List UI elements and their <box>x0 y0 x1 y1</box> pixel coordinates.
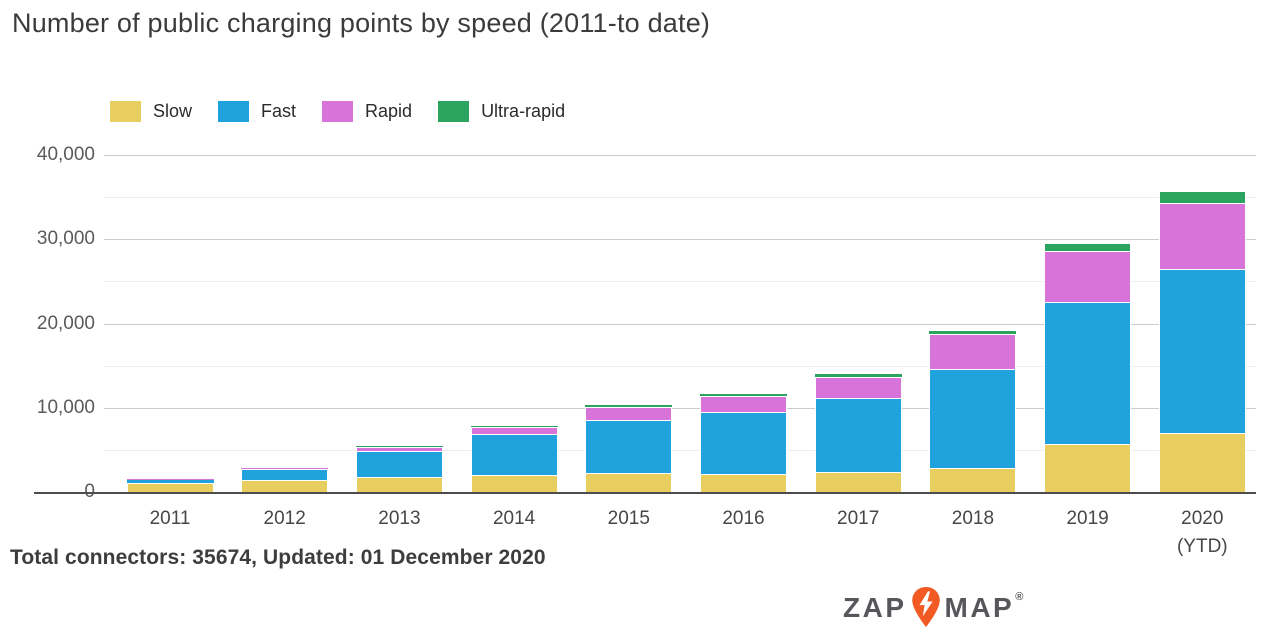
legend-label: Fast <box>261 101 297 121</box>
bar-segment-ultra-rapid-2017[interactable] <box>814 373 902 377</box>
legend-label: Rapid <box>365 101 413 121</box>
bar-segment-rapid-2020[interactable] <box>1158 203 1246 269</box>
footer-note: Total connectors: 35674, Updated: 01 Dec… <box>10 546 546 569</box>
major-gridline <box>104 407 1256 409</box>
bar-segment-fast-2020[interactable] <box>1158 268 1246 434</box>
major-gridline <box>104 155 1256 156</box>
x-axis-tick-label: 2015 <box>607 508 650 529</box>
bar-segment-rapid-2019[interactable] <box>1044 251 1132 303</box>
legend-item-rapid: Rapid <box>322 101 412 122</box>
x-axis-tick-label: 2018 <box>951 508 995 529</box>
legend-item-fast: Fast <box>218 101 296 122</box>
bar-segment-slow-2017[interactable] <box>814 471 902 492</box>
legend-swatch-slow <box>110 101 141 122</box>
minor-gridline <box>104 281 1256 283</box>
bar-segment-fast-2013[interactable] <box>355 450 443 478</box>
bar-segment-fast-2017[interactable] <box>814 397 902 472</box>
legend-swatch-ultra-rapid <box>438 101 470 122</box>
y-axis-tick-label: 30,000 <box>36 228 95 250</box>
bar-segment-ultra-rapid-2015[interactable] <box>585 404 673 407</box>
bar-segment-rapid-2013[interactable] <box>355 446 443 451</box>
bar-segment-ultra-rapid-2018[interactable] <box>929 331 1017 335</box>
zapmap-pin-icon <box>911 587 940 627</box>
legend-swatch-rapid <box>322 101 354 122</box>
bar-segment-fast-2012[interactable] <box>241 468 329 481</box>
logo-zap-text: ZAP <box>843 592 907 623</box>
legend-item-ultra-rapid: Ultra-rapid <box>438 101 565 122</box>
bar-segment-ultra-rapid-2013[interactable] <box>355 446 443 448</box>
bar-segment-fast-2019[interactable] <box>1044 302 1132 444</box>
minor-gridline <box>104 197 1256 199</box>
bar-segment-fast-2015[interactable] <box>585 420 673 474</box>
bar-segment-slow-2015[interactable] <box>585 473 673 492</box>
bar-segment-slow-2013[interactable] <box>355 477 443 492</box>
bar-segment-rapid-2011[interactable] <box>126 479 214 481</box>
bar-segment-fast-2011[interactable] <box>126 479 214 483</box>
minor-gridline <box>104 365 1256 367</box>
bar-segment-slow-2012[interactable] <box>241 480 329 492</box>
y-axis-tick-label: 0 <box>0 481 95 503</box>
bar-segment-rapid-2012[interactable] <box>241 467 329 469</box>
bar-segment-fast-2016[interactable] <box>700 412 787 475</box>
x-axis-tick-label: 2016 <box>722 508 765 529</box>
bar-segment-rapid-2014[interactable] <box>470 427 558 434</box>
bar-segment-slow-2019[interactable] <box>1044 443 1132 492</box>
logo-registered-mark: ® <box>1015 591 1024 603</box>
x-axis-tick-label: 2020 (YTD) <box>1142 508 1262 558</box>
bar-segment-ultra-rapid-2020[interactable] <box>1158 191 1246 203</box>
x-axis-tick-label: 2013 <box>378 508 421 529</box>
bar-segment-rapid-2018[interactable] <box>929 334 1017 369</box>
bar-segment-slow-2016[interactable] <box>700 474 787 492</box>
bar-segment-ultra-rapid-2016[interactable] <box>700 393 787 396</box>
x-axis-tick-label: 2014 <box>492 508 536 529</box>
legend: Slow Fast Rapid Ultra-rapid <box>110 101 565 122</box>
minor-gridline <box>104 449 1256 451</box>
chart-title: Number of public charging points by spee… <box>12 8 711 38</box>
bar-segment-slow-2014[interactable] <box>470 474 558 492</box>
bar-segment-ultra-rapid-2019[interactable] <box>1044 242 1132 252</box>
bar-segment-slow-2018[interactable] <box>929 467 1017 492</box>
bar-segment-fast-2014[interactable] <box>470 433 558 475</box>
legend-item-slow: Slow <box>110 101 192 122</box>
bar-segment-fast-2018[interactable] <box>929 368 1017 468</box>
bar-segment-rapid-2015[interactable] <box>585 406 673 421</box>
y-axis-tick-label: 10,000 <box>36 396 95 418</box>
y-axis-tick-label: 20,000 <box>36 312 95 334</box>
zapmap-logo: ZAP MAP ® <box>843 587 1024 628</box>
x-axis-tick-label: 2012 <box>263 508 306 529</box>
y-axis-tick-label: 40,000 <box>36 144 95 165</box>
logo-map-text: MAP <box>944 592 1015 623</box>
legend-swatch-fast <box>218 101 250 122</box>
x-axis-line <box>34 492 1256 494</box>
x-axis-tick-label: 2011 <box>149 508 191 529</box>
bar-segment-rapid-2017[interactable] <box>814 376 902 398</box>
bar-segment-ultra-rapid-2014[interactable] <box>470 425 558 428</box>
legend-label: Ultra-rapid <box>481 101 566 121</box>
bar-segment-slow-2011[interactable] <box>126 482 214 492</box>
x-axis-tick-label: 2017 <box>837 508 880 529</box>
bar-segment-rapid-2016[interactable] <box>700 395 787 413</box>
bar-segment-slow-2020[interactable] <box>1158 433 1246 492</box>
legend-label: Slow <box>153 101 193 121</box>
major-gridline <box>104 323 1256 325</box>
major-gridline <box>104 239 1256 241</box>
x-axis-tick-sublabel: (YTD) <box>1176 536 1228 557</box>
x-axis-tick-label: 2019 <box>1066 508 1109 529</box>
